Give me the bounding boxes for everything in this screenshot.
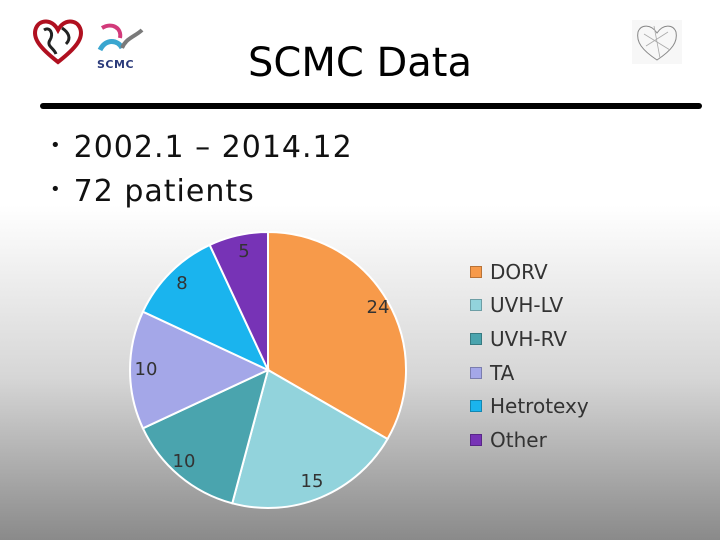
heart-logo-icon (33, 19, 83, 65)
data-label-ta: 10 (135, 359, 158, 380)
legend-swatch (470, 433, 482, 446)
slide-title: SCMC Data (248, 40, 472, 86)
pie-slice-dorv (267, 230, 407, 441)
data-label-uvh-rv: 10 (173, 451, 196, 472)
data-label-other: 5 (238, 241, 249, 262)
legend-label: UVH-RV (490, 326, 568, 351)
pie-slice-hetrotexy (141, 243, 271, 373)
legend-item-other: Other (470, 423, 589, 457)
data-label-uvh-lv: 15 (301, 471, 324, 492)
pie-slice-uvh-lv (231, 368, 389, 509)
data-label-hetrotexy: 8 (176, 273, 187, 294)
legend-label: Hetrotexy (490, 394, 589, 419)
legend-item-uvh-lv: UVH-LV (470, 289, 589, 323)
legend-swatch (470, 299, 482, 312)
legend-item-ta: TA (470, 356, 589, 390)
bullet-patient-count: 72 patients (50, 172, 353, 216)
pie-slice-other (208, 230, 269, 371)
bullet-date-range: 2002.1 – 2014.12 (50, 128, 353, 172)
legend-swatch (470, 332, 482, 345)
legend-swatch (470, 265, 482, 278)
legend-item-uvh-rv: UVH-RV (470, 322, 589, 356)
pie-slice-ta (129, 310, 271, 430)
heart-sketch-icon (632, 20, 682, 64)
legend-swatch (470, 400, 482, 413)
data-label-dorv: 24 (367, 297, 390, 318)
title-divider (40, 103, 702, 109)
legend-swatch (470, 366, 482, 379)
legend-label: DORV (490, 259, 548, 284)
legend-item-hetrotexy: Hetrotexy (470, 389, 589, 423)
bullet-list: 2002.1 – 2014.12 72 patients (50, 128, 353, 216)
legend-item-dorv: DORV (470, 255, 589, 289)
scmc-logo-text: SCMC (97, 58, 135, 71)
legend-label: TA (490, 360, 515, 385)
legend-label: Other (490, 427, 547, 452)
chart-legend: DORV UVH-LV UVH-RV TA Hetrotexy Other (470, 255, 589, 457)
pie-slice-uvh-rv (141, 368, 270, 505)
scmc-logo-icon (97, 23, 144, 52)
legend-label: UVH-LV (490, 293, 564, 318)
